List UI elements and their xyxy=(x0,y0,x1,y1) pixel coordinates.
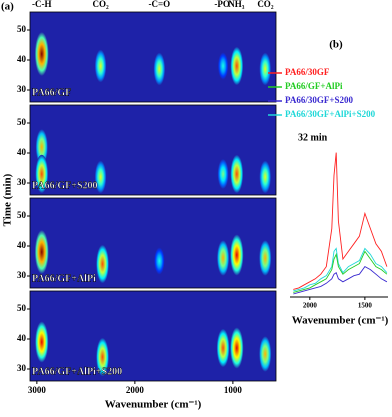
x-tick-label: 3000 xyxy=(28,385,47,395)
heat-spot xyxy=(153,52,166,86)
x-axis-label: Wavenumber (cm⁻¹) xyxy=(105,399,202,411)
heat-spot xyxy=(35,129,48,165)
heat-spot xyxy=(230,46,244,86)
heat-spot xyxy=(217,52,229,80)
panel-name: PA66/GF xyxy=(32,87,71,98)
y-tick-label: 50 xyxy=(17,24,27,34)
heat-spot xyxy=(230,327,244,369)
x-tick-label: 1000 xyxy=(224,385,243,395)
heat-spot xyxy=(35,154,49,194)
heat-spot xyxy=(94,49,107,83)
annotation: 32 min xyxy=(298,132,328,143)
spectrum-line xyxy=(293,152,388,290)
heat-spot xyxy=(154,247,165,275)
y-tick-label: 50 xyxy=(17,117,27,127)
heat-spot xyxy=(216,240,230,276)
y-tick-label: 40 xyxy=(17,54,27,64)
heat-spot xyxy=(259,160,272,194)
y-tick-label: 50 xyxy=(17,303,27,313)
legend-label: PA66/30GF+AlPi+S200 xyxy=(285,109,376,119)
y-tick-label: 30 xyxy=(17,177,27,187)
y-tick-label: 40 xyxy=(17,240,27,250)
heat-spot xyxy=(230,234,244,276)
y-tick-label: 30 xyxy=(17,363,27,373)
x-axis-label: Wavenumber (cm⁻¹) xyxy=(292,315,389,327)
band-label: -PO xyxy=(214,0,230,9)
band-label: -C=O xyxy=(149,0,171,9)
y-tick-label: 40 xyxy=(17,147,27,157)
spectrum-line xyxy=(293,266,388,295)
y-tick-label: 30 xyxy=(17,270,27,280)
panel-label: (b) xyxy=(329,39,343,51)
legend-label: PA66/30GF xyxy=(285,67,330,77)
heat-spot xyxy=(216,328,230,368)
heat-spot xyxy=(96,337,109,377)
heat-spot xyxy=(34,32,49,76)
y-axis-label: Time (min) xyxy=(2,173,14,226)
band-label: CO₂ xyxy=(257,0,274,9)
x-tick-label: 2000 xyxy=(126,385,145,395)
heat-spot xyxy=(35,321,49,363)
y-tick-label: 50 xyxy=(17,210,27,220)
band-label: CO₂ xyxy=(92,0,109,9)
panel-name: PA66/GF+AlPi+S200 xyxy=(32,366,122,377)
panel-name: PA66/GF+S200 xyxy=(32,180,98,191)
y-tick-label: 30 xyxy=(17,84,27,94)
heat-spot xyxy=(34,230,49,274)
panel-label: (a) xyxy=(1,1,14,13)
spectrum-line xyxy=(293,247,388,292)
heat-spot xyxy=(259,52,272,86)
heat-spot xyxy=(230,154,244,194)
legend-label: PA66/GF+AlPi xyxy=(285,81,343,91)
heat-spot xyxy=(94,160,107,194)
y-tick-label: 40 xyxy=(17,333,27,343)
band-label: -C-H xyxy=(32,0,52,9)
legend-label: PA66/30GF+S200 xyxy=(285,95,353,105)
panel-name: PA66/GF+AlPi xyxy=(32,273,96,284)
heat-spot xyxy=(259,240,272,276)
x-tick-label: 2000 xyxy=(303,302,318,310)
x-tick-label: 1500 xyxy=(358,302,373,310)
heat-spot xyxy=(217,159,229,189)
spectrum-line xyxy=(293,250,388,293)
heat-spot xyxy=(96,244,109,284)
band-label: NH₃ xyxy=(228,0,245,9)
heat-spot xyxy=(259,336,272,372)
